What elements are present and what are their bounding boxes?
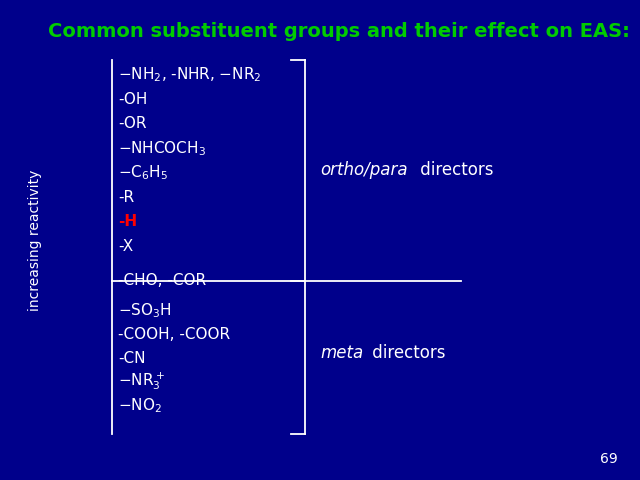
Text: directors: directors	[367, 344, 445, 362]
Text: -CN: -CN	[118, 350, 146, 366]
Text: -OR: -OR	[118, 116, 147, 132]
Text: $\mathsf{-NO_2}$: $\mathsf{-NO_2}$	[118, 396, 163, 415]
Text: -CHO, -COR: -CHO, -COR	[118, 273, 207, 288]
Text: $\mathsf{-NR_3^+}$: $\mathsf{-NR_3^+}$	[118, 371, 165, 393]
Text: -R: -R	[118, 190, 134, 205]
Text: 69: 69	[600, 452, 618, 466]
Text: -OH: -OH	[118, 92, 148, 107]
Text: meta: meta	[320, 344, 364, 362]
Text: $\mathsf{-NHCOCH_3}$: $\mathsf{-NHCOCH_3}$	[118, 139, 206, 157]
Text: directors: directors	[415, 161, 493, 180]
Text: $\mathsf{-C_6H_5}$: $\mathsf{-C_6H_5}$	[118, 164, 168, 182]
Text: -COOH, -COOR: -COOH, -COOR	[118, 327, 230, 342]
Text: $\mathsf{-NH_2}$, -NHR, $\mathsf{-NR_2}$: $\mathsf{-NH_2}$, -NHR, $\mathsf{-NR_2}$	[118, 65, 262, 84]
Text: ortho/para: ortho/para	[320, 161, 408, 180]
Text: increasing reactivity: increasing reactivity	[28, 169, 42, 311]
Text: -H: -H	[118, 214, 138, 229]
Text: -X: -X	[118, 239, 134, 254]
Text: $\mathsf{-SO_3H}$: $\mathsf{-SO_3H}$	[118, 302, 172, 320]
Text: Common substituent groups and their effect on EAS:: Common substituent groups and their effe…	[48, 22, 630, 41]
